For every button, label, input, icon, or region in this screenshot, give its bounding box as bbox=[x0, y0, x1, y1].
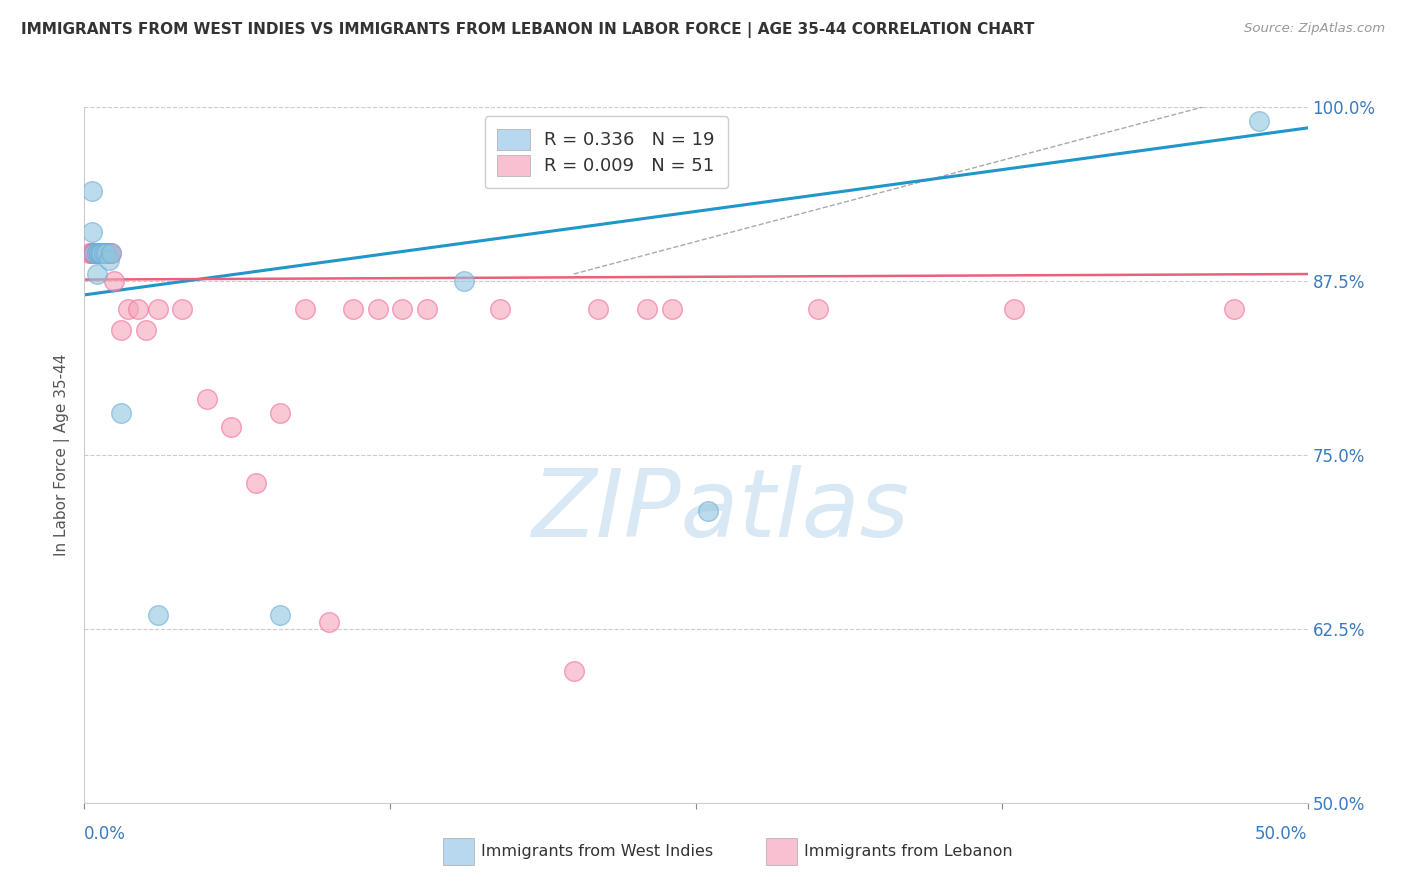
Point bbox=[87, 246, 110, 260]
Point bbox=[103, 274, 125, 288]
Point bbox=[83, 246, 105, 260]
Point bbox=[90, 246, 112, 260]
Point bbox=[90, 246, 112, 260]
Point bbox=[86, 246, 108, 260]
Point bbox=[97, 253, 120, 268]
Point bbox=[219, 420, 242, 434]
Text: 50.0%: 50.0% bbox=[1256, 825, 1308, 843]
Point bbox=[661, 301, 683, 316]
Point bbox=[489, 301, 512, 316]
Point bbox=[90, 246, 112, 260]
Point bbox=[90, 246, 112, 260]
Legend: R = 0.336   N = 19, R = 0.009   N = 51: R = 0.336 N = 19, R = 0.009 N = 51 bbox=[485, 116, 727, 188]
Point bbox=[807, 301, 830, 316]
Point bbox=[93, 246, 115, 260]
Point bbox=[1223, 301, 1246, 316]
Point bbox=[97, 246, 120, 260]
Point bbox=[86, 246, 108, 260]
Point bbox=[93, 246, 115, 260]
Point bbox=[1002, 301, 1025, 316]
Point bbox=[83, 246, 105, 260]
Point bbox=[127, 301, 149, 316]
Point bbox=[93, 246, 115, 260]
Point bbox=[87, 246, 110, 260]
Point bbox=[245, 475, 267, 490]
Point bbox=[80, 225, 103, 239]
Point bbox=[172, 301, 194, 316]
Point bbox=[110, 323, 132, 337]
Point bbox=[80, 184, 103, 198]
Point bbox=[93, 246, 115, 260]
Point bbox=[453, 274, 475, 288]
Point bbox=[586, 301, 609, 316]
Point bbox=[318, 615, 340, 629]
Point bbox=[100, 246, 122, 260]
Text: Source: ZipAtlas.com: Source: ZipAtlas.com bbox=[1244, 22, 1385, 36]
Point bbox=[146, 301, 169, 316]
Point bbox=[86, 246, 108, 260]
Point bbox=[269, 607, 291, 622]
Point bbox=[90, 246, 112, 260]
Point bbox=[90, 246, 112, 260]
Point bbox=[96, 246, 118, 260]
Point bbox=[83, 246, 105, 260]
Point bbox=[77, 246, 100, 260]
Text: IMMIGRANTS FROM WEST INDIES VS IMMIGRANTS FROM LEBANON IN LABOR FORCE | AGE 35-4: IMMIGRANTS FROM WEST INDIES VS IMMIGRANT… bbox=[21, 22, 1035, 38]
Point bbox=[87, 246, 110, 260]
Point bbox=[135, 323, 157, 337]
Point bbox=[1247, 114, 1270, 128]
Text: Immigrants from West Indies: Immigrants from West Indies bbox=[481, 845, 713, 859]
Point bbox=[97, 246, 120, 260]
Point bbox=[96, 246, 118, 260]
Point bbox=[416, 301, 439, 316]
Point bbox=[342, 301, 364, 316]
Point bbox=[80, 246, 103, 260]
Point bbox=[110, 406, 132, 420]
Point bbox=[86, 246, 108, 260]
Point bbox=[269, 406, 291, 420]
Point bbox=[86, 246, 108, 260]
Point bbox=[391, 301, 413, 316]
Point bbox=[100, 246, 122, 260]
Text: 0.0%: 0.0% bbox=[84, 825, 127, 843]
Point bbox=[697, 503, 720, 517]
Point bbox=[97, 246, 120, 260]
Point bbox=[96, 246, 118, 260]
Point bbox=[562, 664, 585, 678]
Point bbox=[86, 267, 108, 281]
Point bbox=[367, 301, 389, 316]
Point bbox=[80, 246, 103, 260]
Point bbox=[294, 301, 316, 316]
Point bbox=[117, 301, 139, 316]
Point bbox=[86, 246, 108, 260]
Point bbox=[636, 301, 658, 316]
Point bbox=[87, 246, 110, 260]
Y-axis label: In Labor Force | Age 35-44: In Labor Force | Age 35-44 bbox=[55, 354, 70, 556]
Text: Immigrants from Lebanon: Immigrants from Lebanon bbox=[804, 845, 1012, 859]
Point bbox=[146, 607, 169, 622]
Point bbox=[90, 246, 112, 260]
Point bbox=[195, 392, 218, 407]
Text: ZIPatlas: ZIPatlas bbox=[531, 465, 910, 556]
